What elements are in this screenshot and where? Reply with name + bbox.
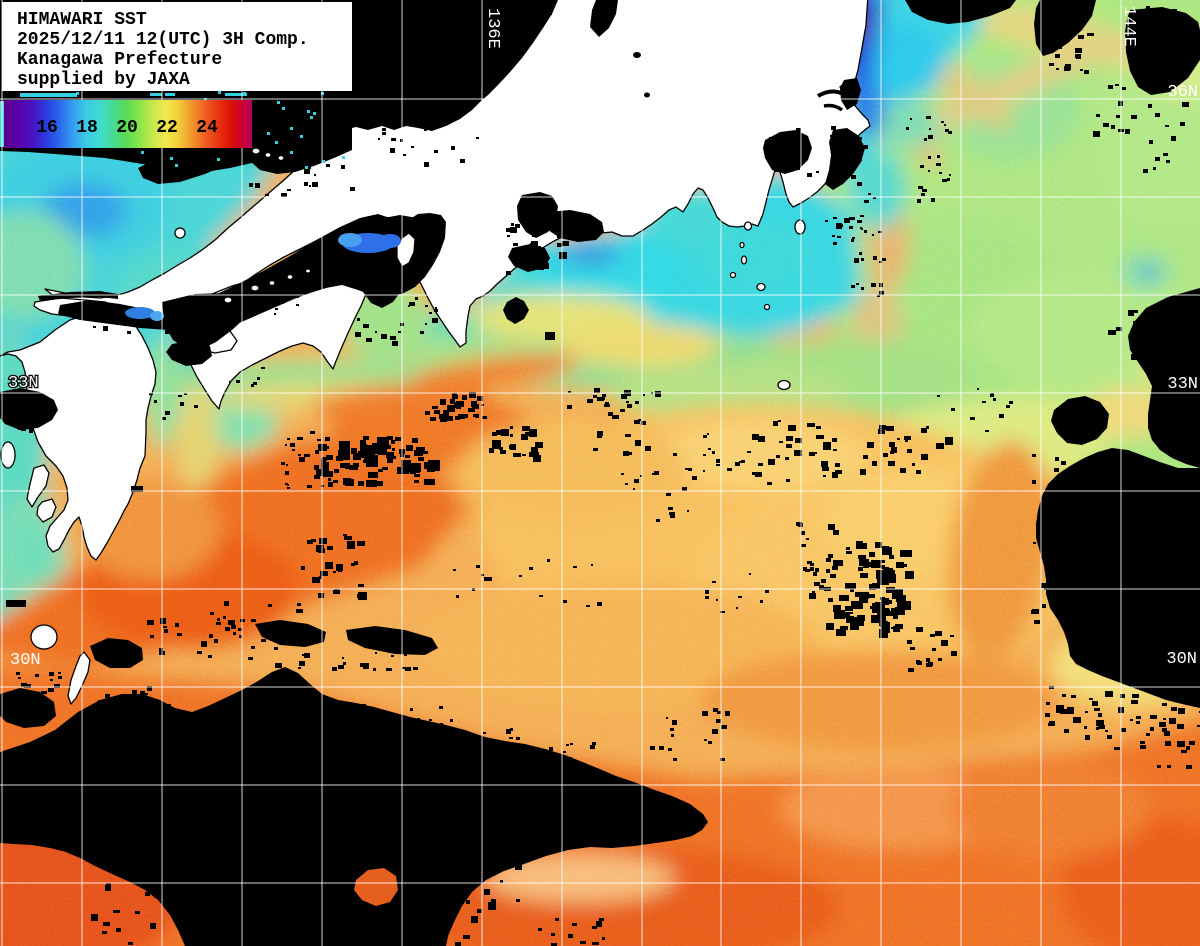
svg-text:supplied by JAXA: supplied by JAXA (17, 70, 190, 90)
svg-text:2025/12/11 12(UTC) 3H Comp.: 2025/12/11 12(UTC) 3H Comp. (17, 30, 309, 50)
svg-text:144E: 144E (1119, 6, 1138, 47)
svg-text:30N: 30N (1166, 650, 1197, 669)
svg-text:30N: 30N (10, 651, 41, 670)
svg-text:Kanagawa Prefecture: Kanagawa Prefecture (17, 50, 222, 70)
svg-text:33N: 33N (8, 374, 39, 393)
svg-text:16: 16 (36, 118, 58, 138)
svg-text:36N: 36N (1167, 83, 1198, 102)
svg-text:33N: 33N (1167, 375, 1198, 394)
svg-text:HIMAWARI SST: HIMAWARI SST (17, 10, 147, 30)
svg-text:20: 20 (116, 118, 138, 138)
svg-text:18: 18 (76, 118, 98, 138)
svg-text:22: 22 (156, 118, 178, 138)
svg-text:136E: 136E (483, 8, 502, 49)
svg-text:24: 24 (196, 118, 218, 138)
